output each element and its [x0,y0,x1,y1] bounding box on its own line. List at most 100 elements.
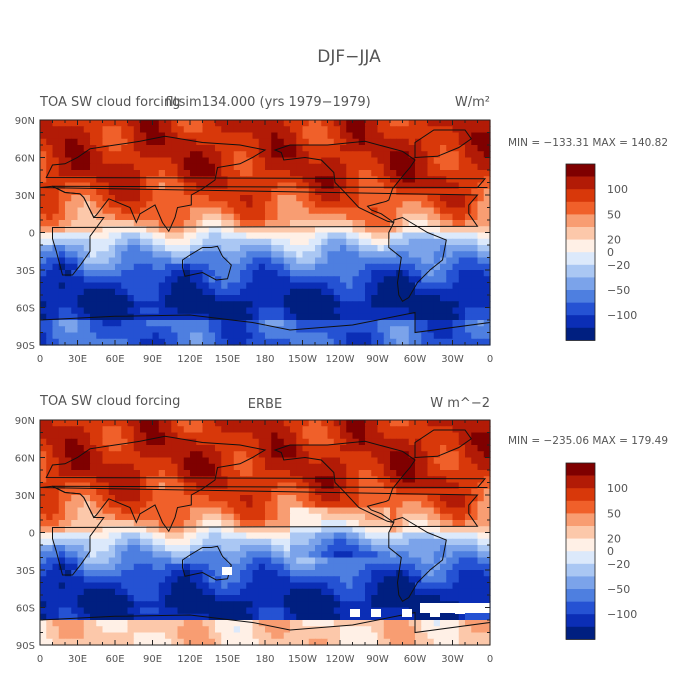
heatmap-cell [208,276,216,284]
heatmap-cell [140,445,147,452]
heatmap-cell [158,495,166,502]
heatmap-cell [321,520,329,527]
heatmap-cell [327,207,335,215]
heatmap-cell [265,276,272,284]
heatmap-cell [258,532,266,540]
heatmap-cell [377,213,385,221]
heatmap-cell [308,313,316,321]
heatmap-cell [177,126,185,134]
heatmap-cell [196,463,204,471]
heatmap-cell [208,451,216,459]
heatmap-cell [246,301,254,309]
heatmap-cell [183,445,191,452]
heatmap-cell [340,563,347,571]
heatmap-cell [315,263,322,271]
heatmap-cell [352,276,360,284]
heatmap-cell [196,132,204,140]
heatmap-cell [240,120,247,127]
heatmap-cell [240,470,247,477]
heatmap-cell [427,295,435,302]
heatmap-cell [233,532,241,540]
heatmap-cell [208,532,216,540]
heatmap-cell [121,295,129,302]
heatmap-cell [152,526,160,534]
heatmap-cell [340,220,347,227]
heatmap-cell [321,276,329,284]
heatmap-cell [158,457,166,465]
heatmap-cell [452,176,460,184]
heatmap-cell [77,207,85,215]
heatmap-cell [427,438,435,446]
heatmap-cell [471,282,479,290]
heatmap-cell [327,245,335,252]
heatmap-cell [52,288,60,296]
heatmap-cell [358,176,366,184]
heatmap-cell [477,476,485,484]
heatmap-cell [446,557,454,565]
heatmap-cell [446,176,454,184]
heatmap-cell [196,426,204,434]
heatmap-cell [327,263,335,271]
heatmap-cell [177,332,185,340]
heatmap-cell [290,176,297,184]
heatmap-cell [96,238,104,246]
heatmap-cell [158,576,166,584]
heatmap-cell [296,570,304,577]
heatmap-cell [452,307,460,315]
heatmap-cell [308,238,316,246]
heatmap-cell [71,545,79,552]
heatmap-cell [115,532,122,540]
heatmap-cell [352,520,360,527]
heatmap-cell [133,532,141,540]
heatmap-cell [133,301,141,309]
heatmap-cell [290,463,297,471]
heatmap-cell [358,595,366,602]
heatmap-cell [402,338,410,346]
heatmap-cell [108,551,116,559]
heatmap-cell [215,263,222,271]
heatmap-cell [246,432,254,440]
heatmap-cell [440,245,447,252]
heatmap-cell [90,257,97,265]
heatmap-cell [271,338,279,346]
heatmap-cell [165,263,172,271]
heatmap-cell [371,545,379,552]
heatmap-cell [290,588,297,596]
heatmap-cell [271,313,279,321]
colorbar-box [566,176,595,190]
heatmap-cell [408,457,416,465]
heatmap-cell [333,513,341,521]
heatmap-cell [315,438,322,446]
heatmap-cell [458,488,466,496]
heatmap-cell [177,420,185,427]
heatmap-cell [165,457,172,465]
heatmap-cell [215,438,222,446]
heatmap-cell [327,182,335,190]
heatmap-cell [127,120,135,127]
heatmap-cell [233,338,241,346]
heatmap-cell [365,313,372,321]
heatmap-cell [477,438,485,446]
heatmap-cell [227,557,235,565]
heatmap-cell [127,445,135,452]
heatmap-cell [440,470,447,477]
heatmap-cell [240,501,247,509]
heatmap-cell [315,420,322,427]
heatmap-cell [421,507,429,515]
heatmap-cell [115,445,122,452]
heatmap-cell [458,182,466,190]
heatmap-cell [71,488,79,496]
heatmap-cell [240,426,247,434]
heatmap-cell [465,151,472,159]
heatmap-cell [252,245,260,252]
heatmap-cell [108,476,116,484]
heatmap-cell [77,501,85,509]
heatmap-cell [177,588,185,596]
heatmap-cell [77,126,85,134]
heatmap-cell [152,420,160,427]
heatmap-cell [271,263,279,271]
heatmap-cell [52,338,60,346]
heatmap-cell [421,126,429,134]
heatmap-cell [196,295,204,302]
heatmap-cell [452,463,460,471]
